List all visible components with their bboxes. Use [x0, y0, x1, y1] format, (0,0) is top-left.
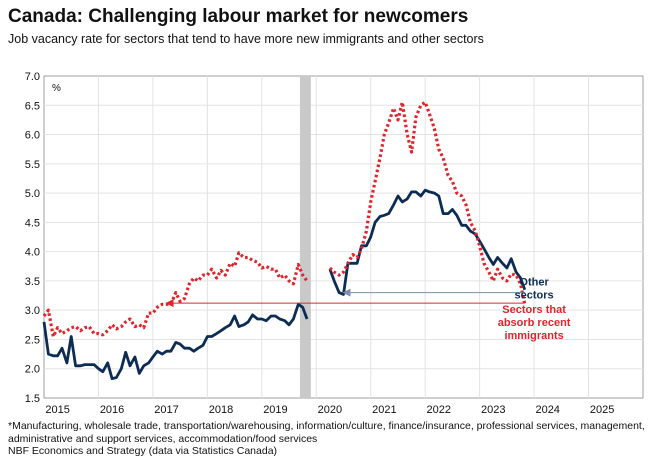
y-tick-label: 7.0 — [25, 71, 40, 83]
y-tick-label: 6.5 — [25, 100, 40, 112]
y-tick-label: 3.5 — [25, 276, 40, 288]
plot-frame — [43, 75, 644, 399]
x-tick-label: 2019 — [263, 404, 287, 416]
y-tick-label: 6.0 — [25, 130, 40, 142]
y-tick-label: 4.5 — [25, 217, 40, 229]
y-tick-label: 2.0 — [25, 364, 40, 376]
source-note: NBF Economics and Strategy (data via Sta… — [8, 445, 278, 457]
y-tick-label: 4.0 — [25, 247, 40, 259]
chart-title: Canada: Challenging labour market for ne… — [8, 6, 469, 27]
line-chart: 1.5 2.0 2.5 3.0 3.5 4.0 4.5 5.0 5.5 6.0 6.5 7.0% 201… — [25, 71, 644, 416]
y-tick-label: 5.0 — [25, 188, 40, 200]
x-tick-label: 2023 — [481, 404, 505, 416]
y-unit-label: % — [52, 83, 61, 94]
y-tick-label: 5.5 — [25, 159, 40, 171]
x-tick-label: 2016 — [100, 404, 124, 416]
x-tick-label: 2015 — [45, 404, 69, 416]
chart-subtitle: Job vacancy rate for sectors that tend t… — [8, 32, 484, 46]
x-tick-label: 2022 — [427, 404, 451, 416]
x-tick-label: 2021 — [372, 404, 396, 416]
annotation-label-immigrant: Sectors that — [502, 304, 566, 316]
y-tick-label: 2.5 — [25, 334, 40, 346]
x-tick-label: 2017 — [154, 404, 178, 416]
series-line-immigrant — [328, 100, 527, 305]
annotation-label-other: Other — [519, 277, 549, 289]
annotation-label-immigrant: absorb recent — [498, 317, 571, 329]
series-line-immigrant — [42, 251, 309, 339]
covid-band — [299, 76, 311, 398]
annotation-label-immigrant: immigrants — [504, 330, 563, 342]
y-tick-label: 3.0 — [25, 305, 40, 317]
x-tick-label: 2018 — [209, 404, 233, 416]
footnote: *Manufacturing, wholesale trade, transpo… — [8, 420, 645, 445]
series-line-other — [328, 188, 527, 296]
x-tick-label: 2020 — [318, 404, 342, 416]
y-tick-label: 1.5 — [25, 393, 40, 405]
annotation-label-other: sectors — [515, 290, 554, 302]
series-line-other — [42, 302, 309, 381]
x-tick-label: 2024 — [535, 404, 559, 416]
x-tick-label: 2025 — [590, 404, 614, 416]
